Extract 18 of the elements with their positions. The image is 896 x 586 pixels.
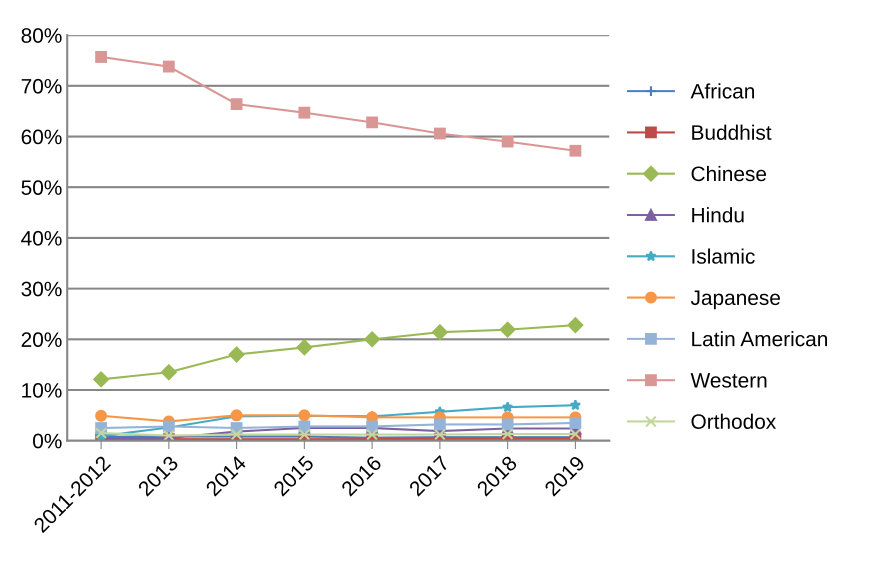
legend-label: Hindu (692, 207, 744, 222)
y-tick-label: 80% (22, 28, 62, 43)
legend-label: Western (690, 373, 766, 388)
y-tick-label: 20% (22, 332, 62, 348)
legend-label: Buddhist (692, 124, 772, 140)
y-tick-label: 0% (33, 434, 62, 448)
legend-label: Orthodox (692, 414, 776, 429)
legend-label: Chinese (692, 166, 766, 182)
legend-label: Islamic (692, 248, 755, 264)
y-tick-label: 70% (22, 78, 62, 94)
y-tick-label: 60% (22, 130, 62, 144)
y-tick-label: 50% (21, 180, 62, 195)
legend-label: Latin American (692, 331, 827, 346)
legend-label: African (690, 83, 754, 99)
y-tick-label: 30% (21, 282, 62, 296)
y-tick-label: 10% (22, 382, 62, 398)
legend-label: Japanese (690, 290, 780, 310)
y-tick-label: 40% (21, 230, 62, 246)
